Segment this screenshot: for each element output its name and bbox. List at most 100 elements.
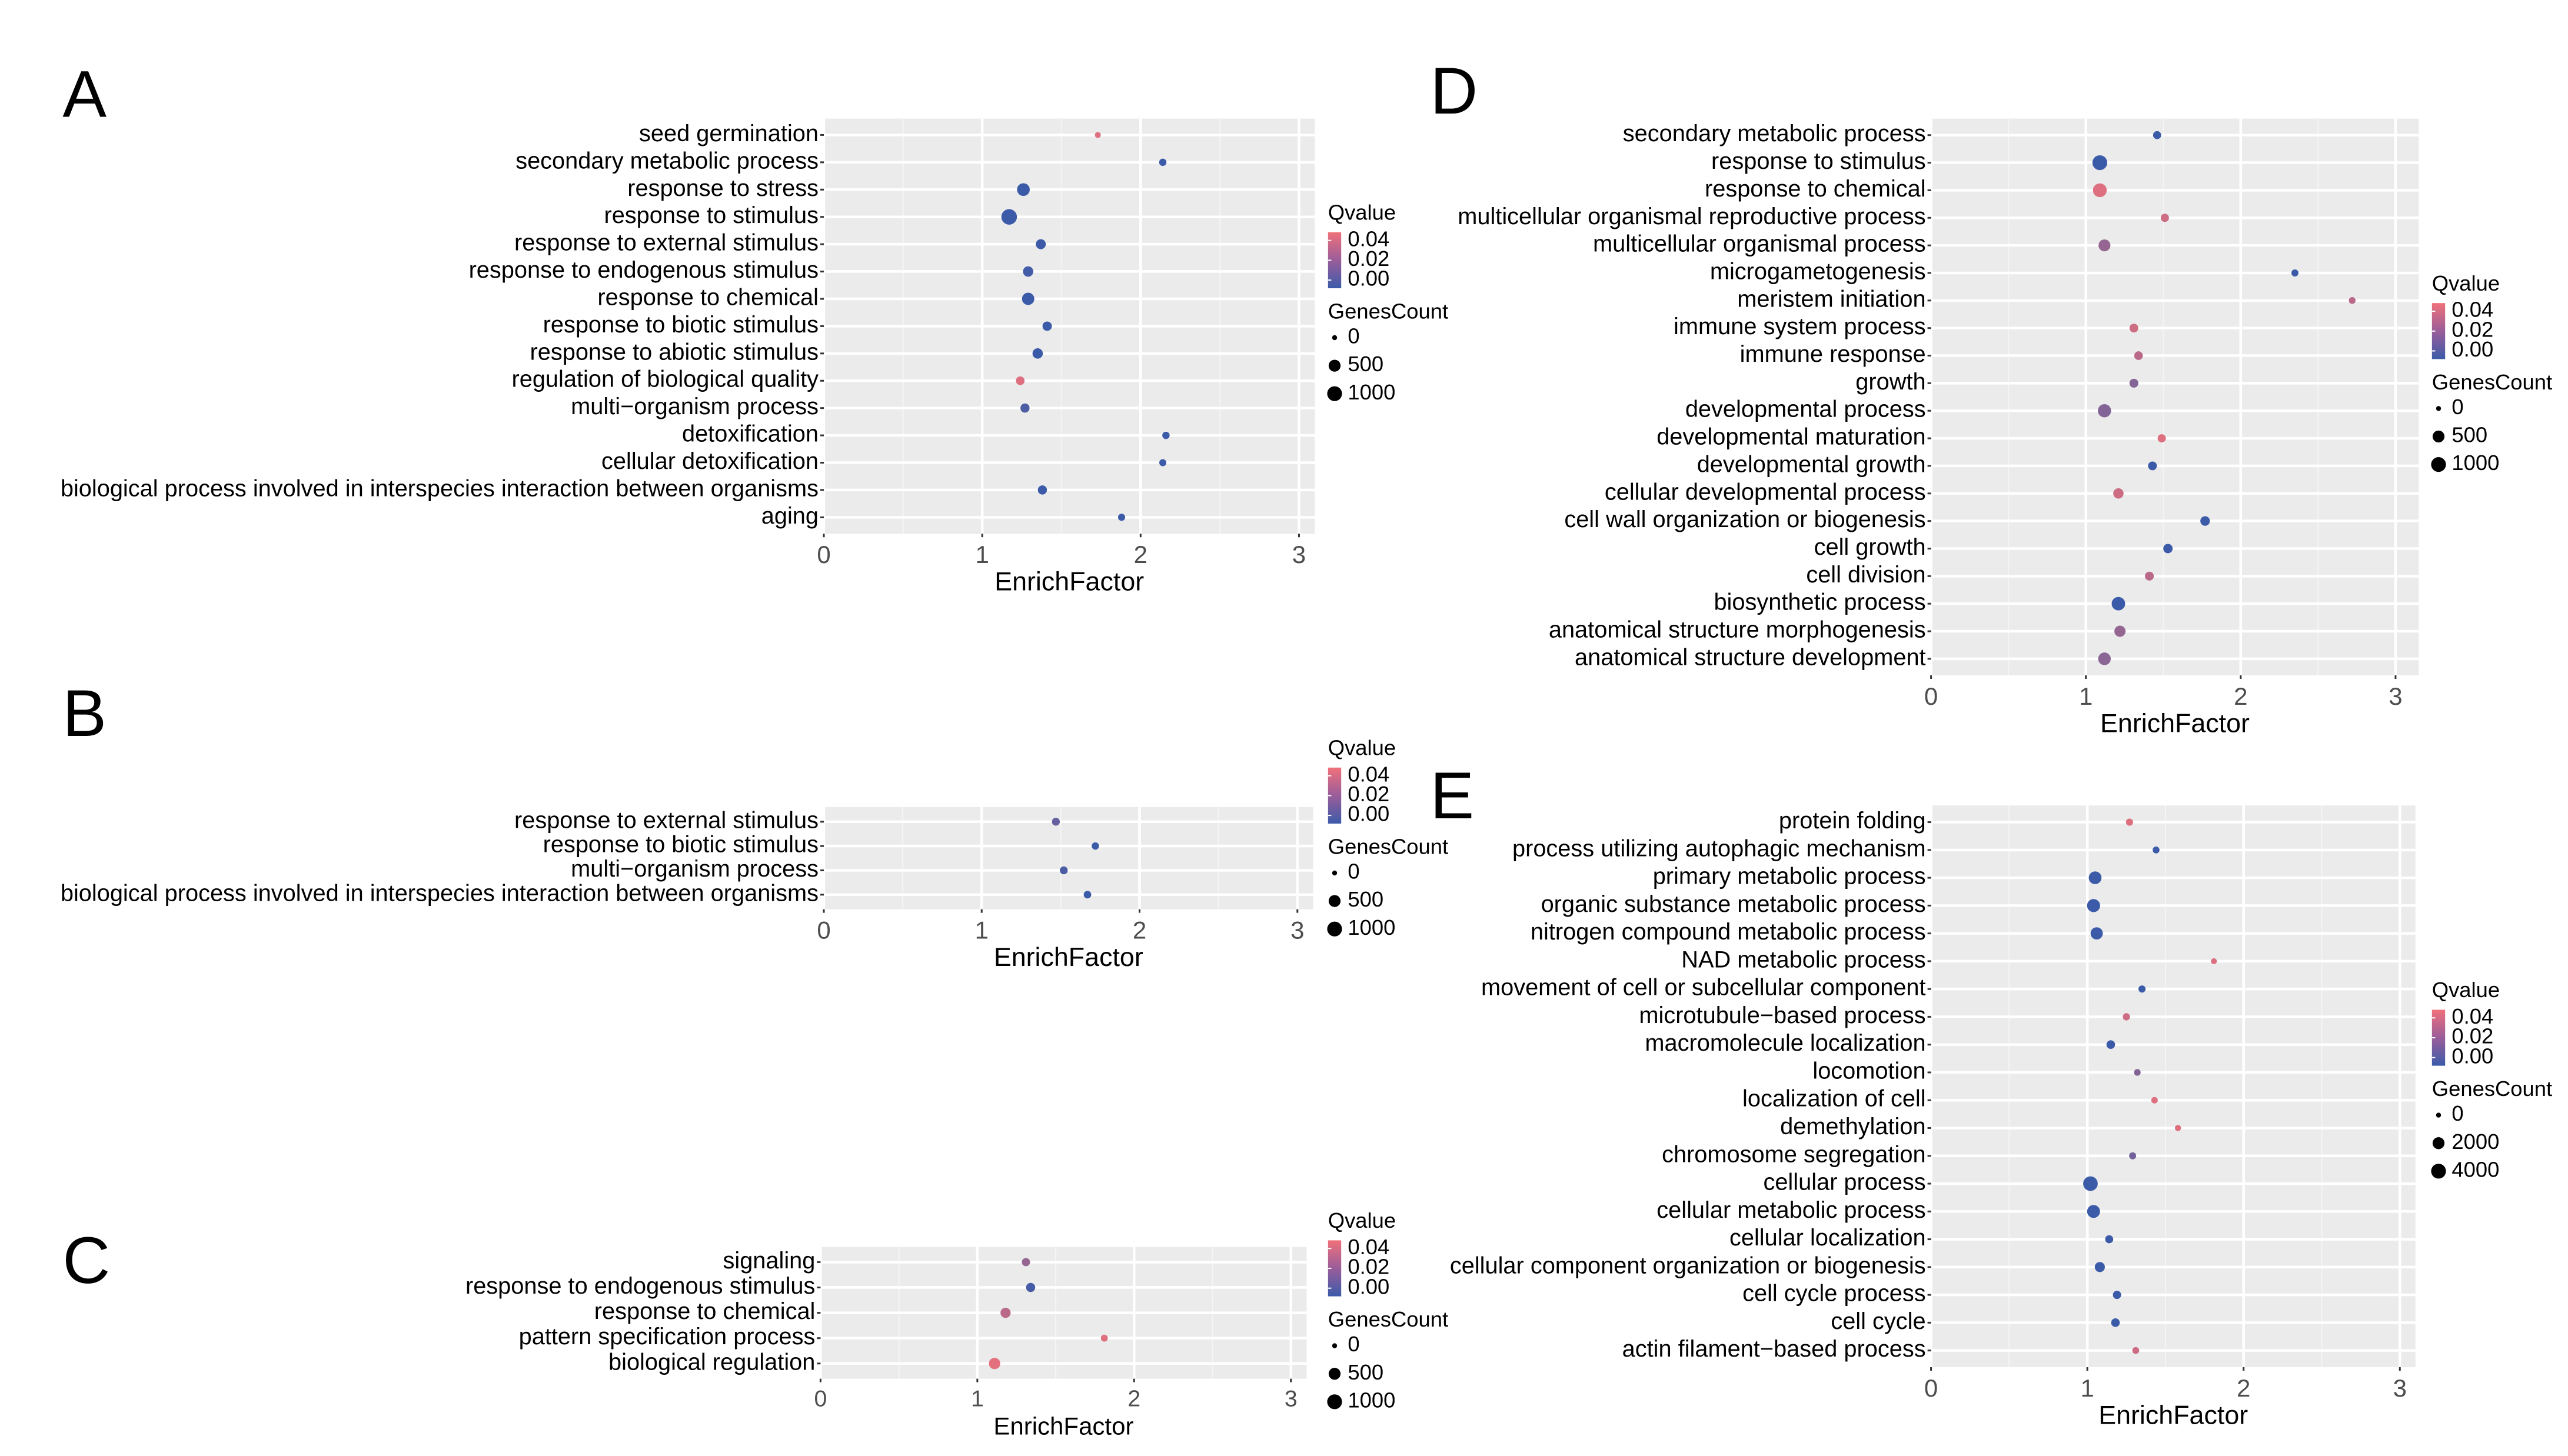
qvalue-legend-title: Qvalue [1328, 1208, 1396, 1232]
genescount-legend-title: GenesCount [1328, 1307, 1448, 1331]
y-tick-label: secondary metabolic process [515, 148, 819, 174]
x-tick-label: 3 [1292, 541, 1306, 568]
y-tick-label: meristem initiation [1737, 286, 1925, 312]
y-tick-label: response to chemical [594, 1298, 816, 1324]
qvalue-legend-label: 0.04 [2451, 1004, 2493, 1028]
data-point [2291, 269, 2298, 276]
qvalue-legend-label: 0.00 [2451, 337, 2493, 361]
data-point [1016, 376, 1025, 385]
size-legend-label: 500 [2451, 423, 2487, 447]
size-legend-dot [2432, 430, 2445, 443]
y-tick-label: actin filament−based process [1622, 1336, 1926, 1362]
size-legend-dot [1332, 870, 1338, 876]
size-legend-dot [1327, 921, 1342, 937]
y-tick-label: cell division [1806, 562, 1925, 588]
qvalue-legend-label: 0.02 [1348, 1255, 1389, 1279]
size-legend-label: 0 [1348, 324, 1359, 348]
qvalue-legend-label: 0.00 [1348, 802, 1389, 826]
plot-background [1931, 118, 2419, 676]
y-tick-label: biological process involved in interspec… [61, 475, 819, 501]
qvalue-legend-label: 0.04 [1348, 1235, 1389, 1259]
qvalue-colorbar [1328, 767, 1342, 824]
x-tick-label: 0 [1924, 682, 1938, 710]
genescount-legend-title: GenesCount [2432, 370, 2552, 394]
size-legend-label: 0 [2451, 395, 2463, 419]
size-legend-dot [1332, 1343, 1338, 1348]
panel-letter: E [1430, 759, 1474, 832]
data-point [1159, 459, 1166, 467]
y-tick-label: nitrogen compound metabolic process [1531, 919, 1926, 945]
x-tick-label: 1 [2079, 682, 2093, 710]
y-tick-label: immune system process [1674, 314, 1926, 339]
data-point [2123, 1013, 2130, 1021]
data-point [1092, 842, 1099, 850]
y-tick-label: cellular localization [1729, 1225, 1926, 1251]
y-tick-label: organic substance metabolic process [1541, 891, 1926, 917]
x-tick-label: 3 [1285, 1386, 1298, 1411]
x-tick-label: 0 [817, 541, 830, 568]
qvalue-legend-title: Qvalue [1328, 736, 1396, 760]
data-point [2160, 214, 2169, 222]
data-point [2148, 461, 2157, 471]
y-tick-label: immune response [1740, 341, 1926, 367]
plot-background [1931, 805, 2416, 1367]
y-tick-label: signaling [723, 1248, 815, 1274]
data-point [2153, 847, 2160, 854]
panel-letter: C [62, 1224, 110, 1297]
data-point [1022, 292, 1034, 305]
data-point [2113, 488, 2124, 499]
data-point [2211, 958, 2217, 964]
qvalue-legend-label: 0.00 [1348, 266, 1389, 291]
y-tick-label: multi−organism process [571, 394, 819, 419]
data-point [2088, 871, 2102, 884]
size-legend-dot [1328, 895, 1341, 907]
genescount-legend-title: GenesCount [1328, 299, 1448, 324]
data-point [2134, 351, 2143, 360]
y-tick-label: multicellular organismal process [1593, 231, 1926, 257]
size-legend-dot [1327, 386, 1342, 401]
data-point [2105, 1235, 2114, 1244]
y-tick-label: cell cycle [1831, 1308, 1925, 1334]
data-point [989, 1358, 1000, 1370]
data-point [1095, 132, 1101, 138]
x-tick-label: 2 [1127, 1386, 1140, 1411]
qvalue-legend-label: 0.02 [1348, 782, 1389, 806]
y-tick-label: biological process involved in interspec… [61, 880, 819, 906]
qvalue-legend-label: 0.00 [1348, 1274, 1389, 1298]
data-point [1052, 818, 1060, 826]
y-tick-label: response to biotic stimulus [543, 312, 819, 338]
size-legend-dot [2436, 1112, 2441, 1118]
y-tick-label: demethylation [1780, 1114, 1926, 1140]
y-tick-label: movement of cell or subcellular componen… [1481, 975, 1926, 1001]
genescount-legend-title: GenesCount [2432, 1077, 2552, 1101]
data-point [1000, 1307, 1011, 1318]
data-point [2106, 1040, 2115, 1049]
x-axis-title: EnrichFactor [2100, 708, 2250, 738]
y-tick-label: response to biotic stimulus [543, 832, 819, 858]
qvalue-legend-label: 0.02 [1348, 246, 1389, 271]
y-tick-label: response to endogenous stimulus [469, 257, 819, 283]
y-tick-label: NAD metabolic process [1681, 947, 1925, 972]
y-tick-label: anatomical structure morphogenesis [1549, 617, 1926, 643]
x-tick-label: 0 [817, 917, 830, 944]
y-tick-label: biosynthetic process [1714, 589, 1925, 615]
size-legend-dot [1332, 335, 1338, 341]
y-tick-label: developmental maturation [1656, 424, 1925, 450]
data-point [2145, 571, 2154, 581]
size-legend-dot [1327, 1394, 1342, 1410]
qvalue-colorbar [1328, 1240, 1342, 1297]
y-tick-label: growth [1855, 369, 1925, 395]
size-legend-label: 500 [1348, 887, 1383, 911]
qvalue-legend-title: Qvalue [2432, 271, 2500, 295]
data-point [2090, 927, 2103, 940]
data-point [2094, 1262, 2105, 1272]
size-legend-label: 0 [2451, 1101, 2463, 1125]
size-legend-label: 500 [1348, 1360, 1383, 1384]
y-tick-label: detoxification [682, 421, 819, 447]
y-tick-label: response to external stimulus [514, 230, 819, 256]
y-tick-label: response to chemical [1705, 176, 1926, 202]
data-point [1042, 321, 1052, 331]
y-tick-label: localization of cell [1742, 1086, 1926, 1112]
